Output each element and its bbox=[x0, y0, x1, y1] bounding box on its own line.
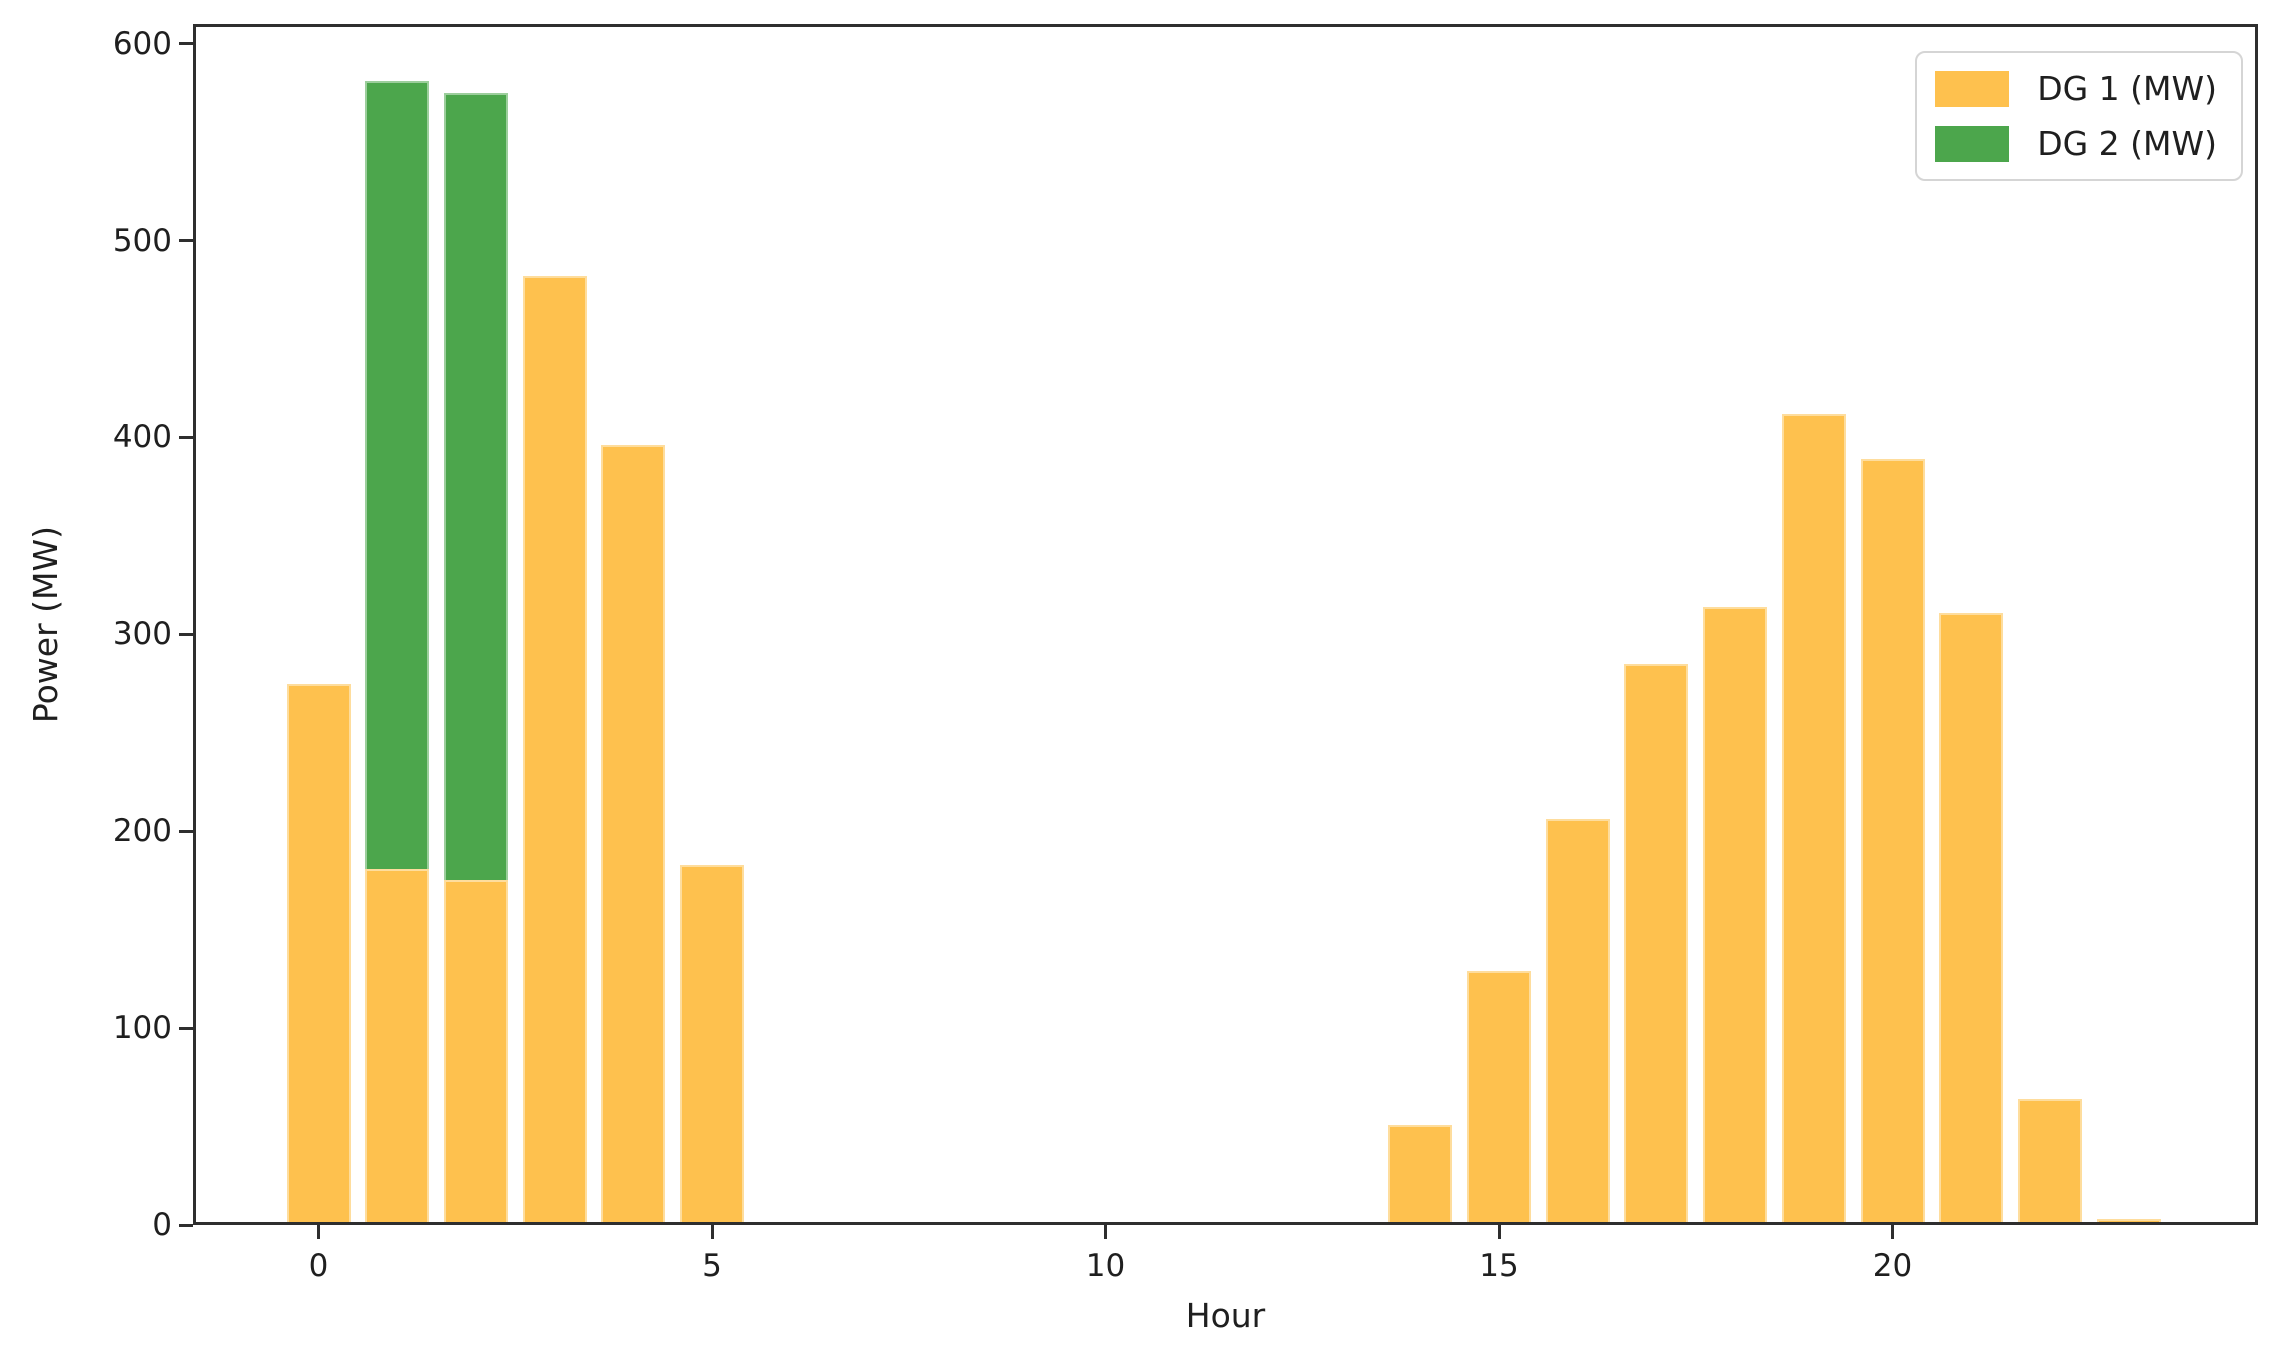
bar-dg1-hour-21 bbox=[1939, 612, 2004, 1225]
bar-dg1-hour-20 bbox=[1860, 459, 1925, 1225]
x-tick-label-0: 0 bbox=[308, 1248, 329, 1284]
legend-item-dg1: DG 1 (MW) bbox=[1935, 69, 2217, 108]
x-axis-label: Hour bbox=[1185, 1296, 1266, 1335]
legend: DG 1 (MW) DG 2 (MW) bbox=[1915, 51, 2243, 181]
y-tick-mark-400 bbox=[179, 435, 193, 439]
x-tick-label-15: 15 bbox=[1479, 1248, 1519, 1284]
y-axis-label: Power (MW) bbox=[25, 525, 65, 724]
y-tick-mark-300 bbox=[179, 632, 193, 636]
y-tick-label-0: 0 bbox=[152, 1207, 172, 1243]
bar-dg1-hour-0 bbox=[286, 683, 351, 1225]
bar-dg2-hour-2 bbox=[443, 92, 508, 881]
bar-dg1-hour-4 bbox=[601, 445, 666, 1225]
y-tick-label-100: 100 bbox=[112, 1010, 172, 1047]
legend-swatch-dg1 bbox=[1935, 70, 2010, 107]
x-tick-label-5: 5 bbox=[702, 1248, 722, 1284]
bar-dg1-hour-3 bbox=[522, 276, 587, 1225]
legend-label-dg1: DG 1 (MW) bbox=[2037, 69, 2217, 108]
x-tick-label-10: 10 bbox=[1085, 1248, 1126, 1284]
bar-dg1-hour-17 bbox=[1624, 663, 1689, 1225]
bar-dg1-hour-18 bbox=[1703, 606, 1768, 1225]
bar-dg2-hour-1 bbox=[365, 81, 430, 869]
y-tick-mark-0 bbox=[179, 1223, 193, 1227]
legend-swatch-dg2 bbox=[1935, 125, 2010, 162]
x-tick-label-20: 20 bbox=[1872, 1248, 1913, 1284]
y-tick-mark-600 bbox=[179, 42, 193, 46]
bar-dg1-hour-16 bbox=[1545, 819, 1610, 1225]
y-tick-mark-500 bbox=[179, 239, 193, 243]
y-tick-label-400: 400 bbox=[112, 419, 172, 456]
y-tick-label-300: 300 bbox=[112, 616, 172, 653]
x-tick-mark-20 bbox=[1891, 1225, 1894, 1239]
y-tick-mark-200 bbox=[179, 829, 193, 833]
y-tick-label-600: 600 bbox=[112, 25, 172, 62]
y-tick-label-500: 500 bbox=[112, 222, 172, 259]
bar-dg1-hour-5 bbox=[680, 864, 744, 1225]
y-tick-label-200: 200 bbox=[112, 813, 172, 850]
bar-dg1-hour-1 bbox=[365, 868, 430, 1225]
bar-dg1-hour-14 bbox=[1388, 1124, 1453, 1225]
y-tick-mark-100 bbox=[179, 1026, 193, 1030]
bar-dg1-hour-15 bbox=[1467, 971, 1531, 1225]
legend-item-dg2: DG 2 (MW) bbox=[1935, 124, 2217, 163]
y-axis-label-container: Power (MW) bbox=[10, 24, 80, 1225]
x-tick-mark-15 bbox=[1497, 1225, 1501, 1239]
legend-label-dg2: DG 2 (MW) bbox=[2037, 124, 2217, 163]
bar-dg1-hour-22 bbox=[2017, 1098, 2082, 1225]
x-tick-mark-5 bbox=[710, 1225, 714, 1239]
x-tick-mark-10 bbox=[1104, 1225, 1107, 1239]
x-tick-mark-0 bbox=[317, 1225, 320, 1239]
bar-dg1-hour-19 bbox=[1781, 413, 1846, 1225]
bar-dg1-hour-2 bbox=[443, 880, 508, 1225]
